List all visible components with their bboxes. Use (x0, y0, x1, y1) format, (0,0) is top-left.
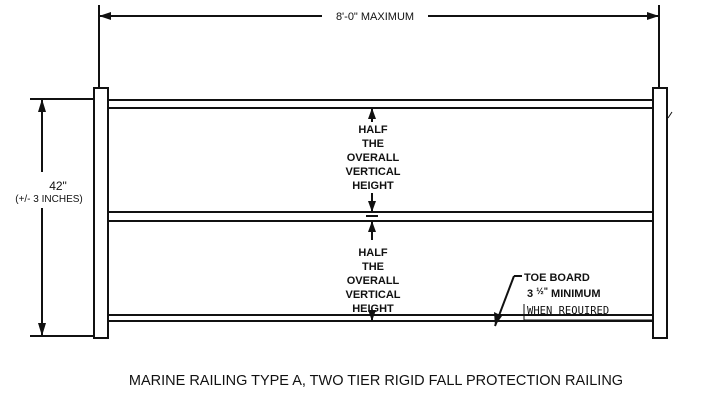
width-arrow-right (647, 12, 659, 20)
toe-board-label: TOE BOARD (524, 272, 590, 284)
toe-board-condition: WHEN REQUIRED (527, 305, 609, 317)
lower-note-line-5: HEIGHT (352, 303, 394, 315)
lower-note-line-4: VERTICAL (346, 289, 401, 301)
height-label: 42" (49, 179, 67, 193)
upper-half-arrow-bottom (368, 201, 376, 212)
right-post (652, 87, 668, 339)
height-tolerance: (+/- 3 INCHES) (15, 194, 83, 205)
diagram-caption: MARINE RAILING TYPE A, TWO TIER RIGID FA… (129, 373, 623, 389)
width-arrow-left (99, 12, 111, 20)
upper-note-line-2: THE (362, 138, 384, 150)
toe-board-arrow (494, 312, 502, 326)
lower-half-arrow-bottom (368, 310, 376, 321)
lower-note-line-3: OVERALL (347, 275, 400, 287)
toe-board-size-fraction: ½" (536, 286, 548, 296)
upper-note-line-4: VERTICAL (346, 166, 401, 178)
toe-board-size: 3 ½" MINIMUM (527, 286, 601, 300)
upper-note-line-3: OVERALL (347, 152, 400, 164)
lower-half-arrow-top (368, 221, 376, 232)
toe-board-size-suffix: MINIMUM (548, 288, 601, 300)
toe-board-size-prefix: 3 (527, 288, 536, 300)
upper-half-arrow-top (368, 108, 376, 119)
left-post (93, 87, 109, 339)
lower-note-line-2: THE (362, 261, 384, 273)
height-arrow-bottom (38, 323, 46, 336)
upper-note-line-5: HEIGHT (352, 180, 394, 192)
width-label: 8'-0" MAXIMUM (336, 11, 414, 23)
height-arrow-top (38, 99, 46, 112)
upper-note-line-1: HALF (358, 124, 388, 136)
lower-note-line-1: HALF (358, 247, 388, 259)
right-post-tick (667, 111, 673, 119)
